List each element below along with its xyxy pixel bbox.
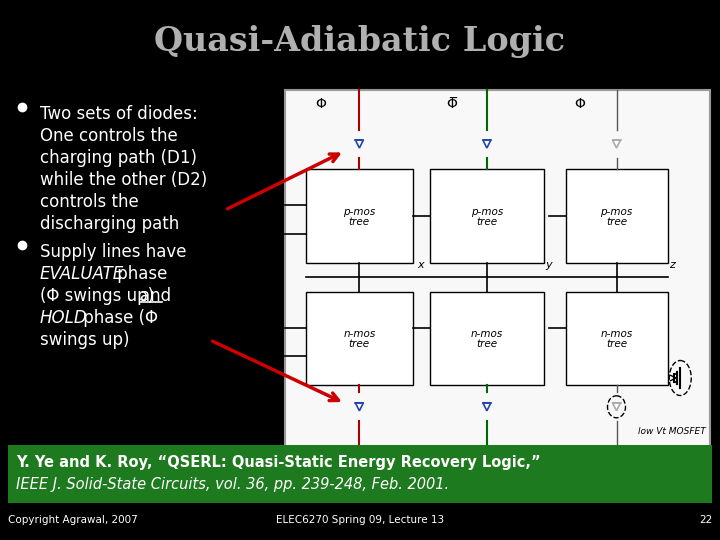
Text: p-mos: p-mos [600,207,633,217]
Text: phase: phase [112,265,167,283]
Text: phase (Φ: phase (Φ [78,309,158,327]
Text: Quasi-Adiabatic Logic: Quasi-Adiabatic Logic [154,25,566,58]
Text: controls the: controls the [40,193,139,211]
Text: 22: 22 [698,515,712,525]
Bar [306,169,413,263]
Text: p-mos: p-mos [471,207,503,217]
Text: and: and [140,287,171,305]
Text: low Vt MOSFET: low Vt MOSFET [638,428,706,436]
Bar [306,292,413,385]
Bar [430,169,544,263]
Text: Supply lines have: Supply lines have [40,243,186,261]
Text: z: z [669,260,675,270]
Text: y: y [545,260,552,270]
Text: x: x [418,260,424,270]
Text: tree: tree [348,217,370,227]
Text: tree: tree [606,217,627,227]
Text: Φ: Φ [574,97,585,111]
Bar [285,90,710,450]
Text: One controls the: One controls the [40,127,178,145]
Text: tree: tree [606,340,627,349]
Text: while the other (D2): while the other (D2) [40,171,207,189]
Text: Two sets of diodes:: Two sets of diodes: [40,105,198,123]
Text: (Φ swings up): (Φ swings up) [40,287,159,305]
Text: ELEC6270 Spring 09, Lecture 13: ELEC6270 Spring 09, Lecture 13 [276,515,444,525]
Bar [8,445,712,503]
Bar [565,169,667,263]
Polygon shape [613,403,621,411]
Text: tree: tree [348,340,370,349]
Text: Φ̅: Φ̅ [574,450,584,463]
Text: tree: tree [477,340,498,349]
Polygon shape [356,403,364,411]
Text: Copyright Agrawal, 2007: Copyright Agrawal, 2007 [8,515,138,525]
Bar [565,292,667,385]
Polygon shape [483,140,491,148]
Polygon shape [613,140,621,148]
Polygon shape [483,403,491,411]
Text: tree: tree [477,217,498,227]
Text: Φ̅: Φ̅ [446,97,457,111]
Text: HOLD: HOLD [40,309,88,327]
Text: p-mos: p-mos [343,207,376,217]
Text: IEEE J. Solid-State Circuits, vol. 36, pp. 239-248, Feb. 2001.: IEEE J. Solid-State Circuits, vol. 36, p… [16,477,449,492]
Text: swings up): swings up) [40,331,130,349]
Text: Φ̅: Φ̅ [298,450,307,463]
Polygon shape [356,140,364,148]
Text: n-mos: n-mos [343,329,376,340]
Text: n-mos: n-mos [600,329,633,340]
Text: Y. Ye and K. Roy, “QSERL: Quasi-Static Energy Recovery Logic,”: Y. Ye and K. Roy, “QSERL: Quasi-Static E… [16,455,541,469]
Bar [430,292,544,385]
Text: Φ: Φ [315,97,325,111]
Text: Φ: Φ [438,450,448,463]
Text: discharging path: discharging path [40,215,179,233]
Text: EVALUATE: EVALUATE [40,265,125,283]
Text: charging path (D1): charging path (D1) [40,149,197,167]
Text: n-mos: n-mos [471,329,503,340]
